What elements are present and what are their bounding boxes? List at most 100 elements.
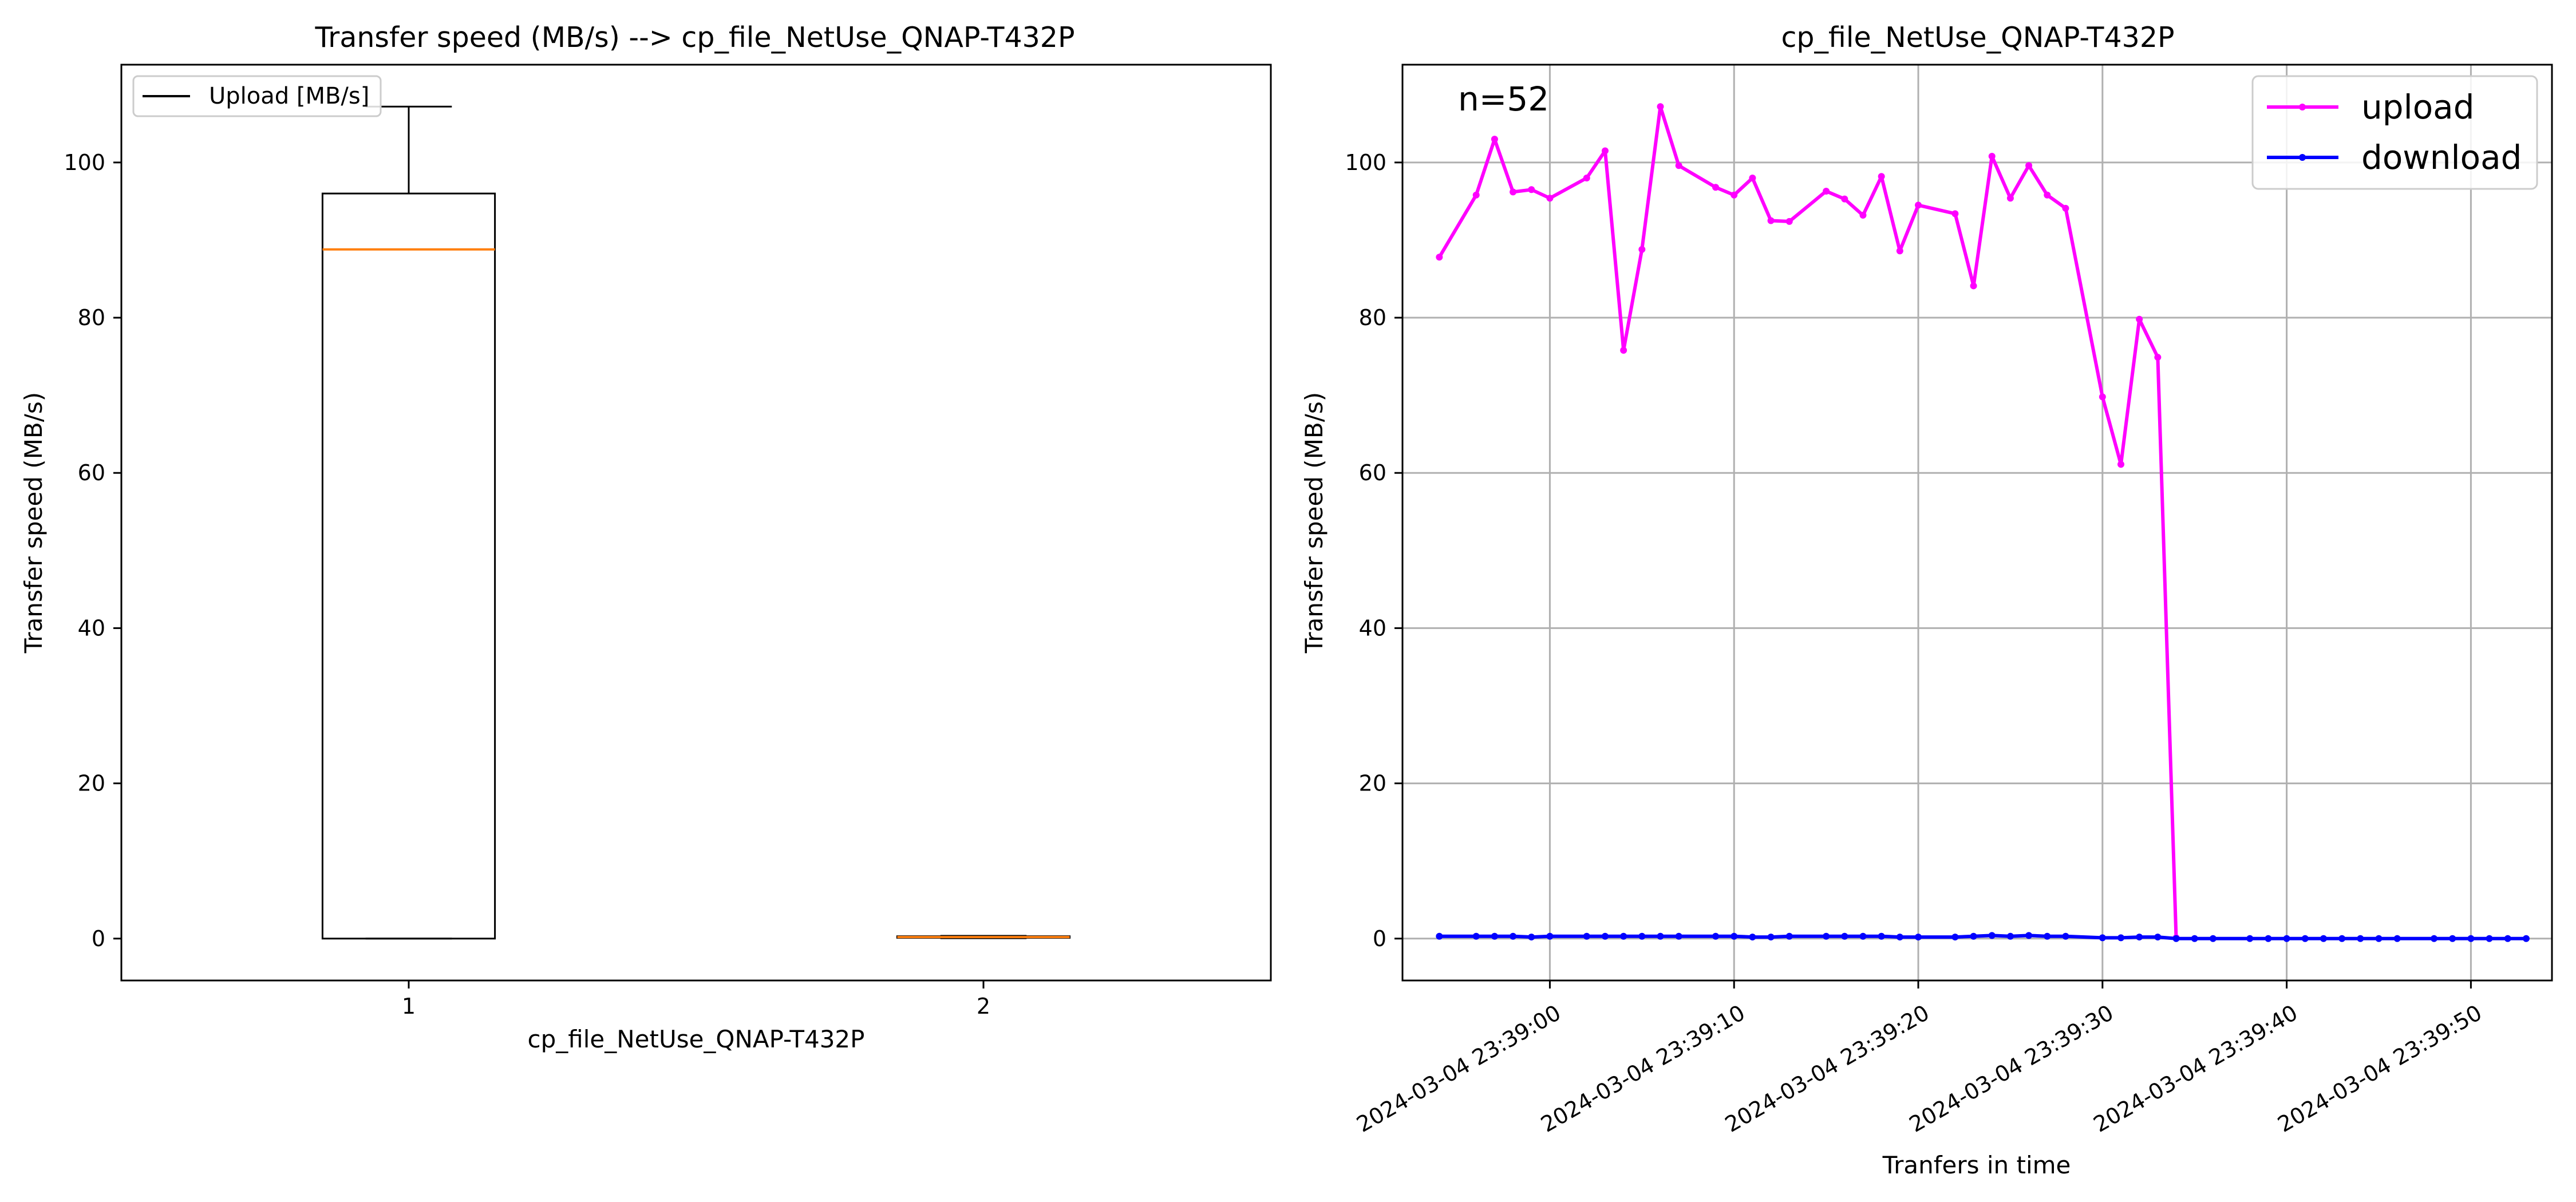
series-upload-point xyxy=(1951,210,1959,218)
series-download-point xyxy=(1785,932,1793,940)
series-upload-point xyxy=(1510,188,1517,196)
series-download-point xyxy=(1767,934,1775,941)
box-plot-y-tick-label: 40 xyxy=(78,615,105,640)
series-upload-point xyxy=(1620,346,1627,354)
series-download-point xyxy=(2209,935,2217,942)
series-download xyxy=(1436,932,2530,942)
series-upload-point xyxy=(1546,195,1554,202)
series-upload-point xyxy=(1638,246,1646,253)
series-download-point xyxy=(1988,932,1996,939)
series-download-point xyxy=(1657,932,1664,940)
box-plot-y-axis-label: Transfer speed (MB/s) xyxy=(19,392,48,654)
line-chart-grid xyxy=(1402,65,2552,980)
box-plot-x-tick-label: 1 xyxy=(402,994,416,1019)
box-plot-boxes xyxy=(321,105,1071,940)
series-download-point xyxy=(2246,935,2254,942)
series-download-point xyxy=(2006,932,2014,940)
series-upload-point xyxy=(1785,218,1793,225)
line-chart-series xyxy=(1436,103,2530,942)
series-download-point xyxy=(2062,932,2069,940)
series-download-line xyxy=(1439,934,2526,940)
series-upload-point xyxy=(1878,173,1885,180)
series-upload-point xyxy=(2025,162,2033,169)
box-plot-x-tick-label: 2 xyxy=(977,994,990,1019)
series-upload-point xyxy=(1841,195,1848,203)
series-download-point xyxy=(2338,935,2346,942)
series-upload-point xyxy=(1988,153,1996,160)
series-upload-point xyxy=(1657,103,1664,110)
box-plot-y-tick-label: 100 xyxy=(64,150,105,175)
series-upload-point xyxy=(1749,174,1756,181)
line-chart-y-tick-label: 40 xyxy=(1359,615,1386,640)
series-download-point xyxy=(1896,934,1903,941)
box-plot-legend: Upload [MB/s] xyxy=(132,75,382,117)
legend-upload-label: upload xyxy=(2361,88,2475,126)
series-download-point xyxy=(1491,932,1498,940)
series-download-point xyxy=(2044,932,2051,940)
box-2 xyxy=(896,935,1071,939)
box-plot-x-axis-label: cp_file_NetUse_QNAP-T432P xyxy=(528,1025,865,1053)
series-download-point xyxy=(2191,935,2198,942)
series-download-point xyxy=(1841,932,1848,940)
series-upload-point xyxy=(2099,393,2106,401)
line-chart-y-tick-label: 60 xyxy=(1359,460,1386,485)
series-download-point xyxy=(2431,935,2438,942)
line-chart-legend-frame xyxy=(2251,75,2538,190)
series-upload-point xyxy=(1472,191,1480,199)
line-chart-axes-frame xyxy=(1401,64,2553,982)
series-download-point xyxy=(2154,934,2162,941)
line-chart-legend: upload download xyxy=(2251,75,2538,190)
series-download-point xyxy=(2320,935,2327,942)
series-download-point xyxy=(2283,935,2290,942)
line-chart-y-tick-label: 80 xyxy=(1359,305,1386,330)
series-download-point xyxy=(1546,932,1554,940)
sample-count-annotation: n=52 xyxy=(1458,80,1549,118)
series-download-point xyxy=(2522,935,2530,942)
series-upload-point xyxy=(2006,195,2014,202)
box-plot-title: Transfer speed (MB/s) --> cp_file_NetUse… xyxy=(314,21,1074,54)
series-download-point xyxy=(1859,932,1867,940)
series-upload-point xyxy=(1730,191,1738,199)
series-upload-point xyxy=(1528,186,1535,193)
series-download-point xyxy=(2099,934,2106,942)
series-download-point xyxy=(1583,932,1590,940)
series-upload-point xyxy=(1601,147,1609,155)
series-download-point xyxy=(1878,932,1885,940)
series-download-point xyxy=(1730,932,1738,940)
series-upload xyxy=(1436,103,2180,942)
box-plot-legend-frame xyxy=(132,75,382,117)
series-download-point xyxy=(1823,932,1830,940)
line-chart-y-ticks: 0 20 40 60 80 100 xyxy=(1345,150,1402,951)
series-upload-point xyxy=(1915,201,1922,209)
box-plot-y-tick-label: 0 xyxy=(92,926,105,951)
series-upload-point xyxy=(2154,354,2162,361)
series-download-point xyxy=(2504,935,2511,942)
series-download-point xyxy=(1510,932,1517,940)
line-chart-y-tick-label: 100 xyxy=(1345,150,1386,175)
series-download-point xyxy=(1970,932,1977,940)
series-download-point xyxy=(2265,935,2272,942)
series-download-point xyxy=(1528,934,1535,941)
series-download-point xyxy=(2025,932,2033,939)
series-download-point xyxy=(1712,932,1720,940)
series-download-point xyxy=(2136,934,2143,941)
series-upload-point xyxy=(1436,254,1443,261)
series-download-point xyxy=(1951,934,1959,941)
series-upload-point xyxy=(1896,247,1903,255)
series-upload-point xyxy=(1823,188,1830,195)
series-upload-point xyxy=(1491,136,1498,143)
legend-upload-marker xyxy=(2299,104,2306,110)
series-upload-point xyxy=(1712,184,1720,191)
box-plot-legend-label: Upload [MB/s] xyxy=(209,83,369,109)
series-upload-point xyxy=(2117,461,2124,468)
series-download-point xyxy=(1601,932,1609,940)
line-chart-y-tick-label: 0 xyxy=(1373,926,1386,951)
box-plot-y-tick-label: 60 xyxy=(78,460,105,485)
series-upload-point xyxy=(1675,162,1682,169)
series-download-point xyxy=(2393,935,2401,942)
series-download-point xyxy=(1638,932,1646,940)
line-chart-x-axis-label: Tranfers in time xyxy=(1882,1151,2071,1179)
series-upload-point xyxy=(1767,217,1775,224)
